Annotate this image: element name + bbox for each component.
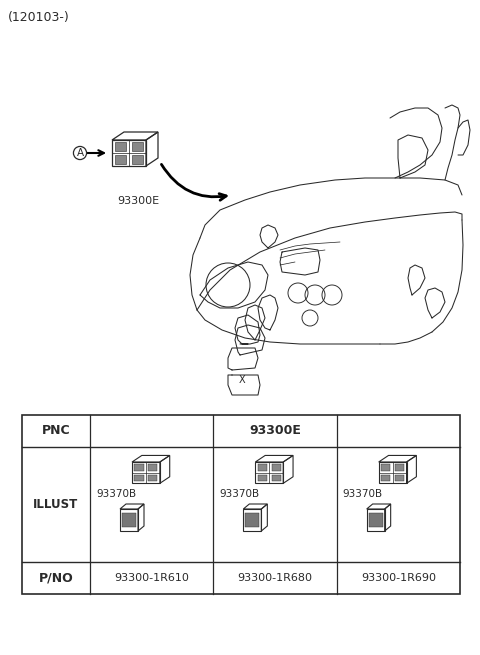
Text: 93370B: 93370B xyxy=(343,489,383,499)
Text: A: A xyxy=(76,148,84,158)
Text: P/NO: P/NO xyxy=(38,572,73,584)
Bar xyxy=(115,142,126,151)
Text: 93300E: 93300E xyxy=(249,424,301,438)
Bar xyxy=(22,415,460,594)
Text: PNC: PNC xyxy=(42,424,70,438)
Bar xyxy=(395,464,404,471)
Bar xyxy=(115,155,126,164)
Bar xyxy=(132,142,143,151)
Text: (120103-): (120103-) xyxy=(8,12,70,24)
Text: 93300-1R690: 93300-1R690 xyxy=(361,573,436,583)
FancyArrowPatch shape xyxy=(161,164,226,200)
Bar xyxy=(132,155,143,164)
Bar xyxy=(134,464,144,471)
Text: X: X xyxy=(239,375,245,385)
Bar xyxy=(272,464,281,471)
Text: 93300-1R610: 93300-1R610 xyxy=(114,573,189,583)
Bar xyxy=(122,513,136,527)
Bar xyxy=(395,474,404,481)
Text: 93300E: 93300E xyxy=(117,196,159,206)
Bar xyxy=(258,474,267,481)
Bar xyxy=(381,464,390,471)
Text: 93300-1R680: 93300-1R680 xyxy=(238,573,312,583)
Bar xyxy=(369,513,383,527)
Text: ILLUST: ILLUST xyxy=(34,498,79,511)
Bar xyxy=(258,464,267,471)
Bar xyxy=(148,474,157,481)
Bar xyxy=(381,474,390,481)
Bar xyxy=(272,474,281,481)
Text: 93370B: 93370B xyxy=(219,489,260,499)
Bar xyxy=(148,464,157,471)
Bar xyxy=(245,513,259,527)
Text: 93370B: 93370B xyxy=(96,489,136,499)
Bar xyxy=(134,474,144,481)
